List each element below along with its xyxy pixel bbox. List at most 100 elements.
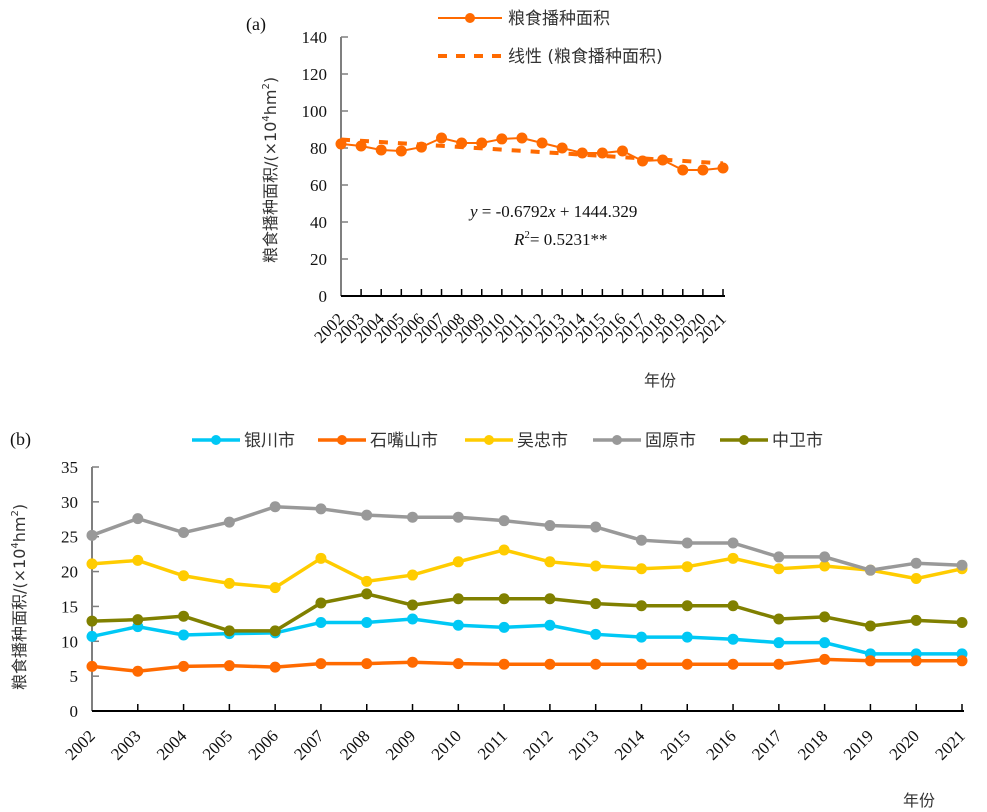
data-point [727,537,739,549]
panel-a-xlabel: 年份 [644,371,676,390]
series-1 [86,653,968,677]
data-point [86,660,98,672]
data-point [727,633,739,645]
series-line [91,548,963,590]
panel-b-label: (b) [10,429,31,450]
panel-a-trendline [340,137,724,166]
data-point [536,137,548,149]
x-tick-label: 2012 [519,726,556,763]
regression-equation: y = -0.6792x + 1444.329 [468,202,637,221]
data-point [635,563,647,575]
data-point [452,658,464,670]
legend-label: 银川市 [244,431,295,451]
series-line [91,592,963,633]
data-point [727,600,739,612]
legend-swatch-marker [211,435,221,445]
data-point [910,655,922,667]
x-tick-label: 2005 [199,726,236,763]
data-point [269,501,281,513]
data-point [727,658,739,670]
data-point [132,614,144,626]
legend-swatch-marker [484,435,494,445]
panel-a: (a) 粮食播种面积 线性 (粮食播种面积) 粮食播种面积/(×104hm2) … [246,9,730,390]
y-tick-label: 100 [302,102,328,121]
data-point [677,164,689,176]
y-tick-label: 10 [61,632,78,651]
data-point [819,560,831,572]
x-tick-label: 2014 [611,726,649,764]
data-point [361,616,373,628]
data-point [544,658,556,670]
data-point [86,630,98,642]
data-point [178,610,190,622]
data-point [635,534,647,546]
data-point [223,625,235,637]
series-3 [86,501,968,576]
data-point [498,515,510,527]
data-point [498,621,510,633]
data-point [269,625,281,637]
panel-b-ylabel: 粮食播种面积/(×104hm2) [10,504,29,690]
data-point [361,658,373,670]
data-point [407,613,419,625]
data-point [476,137,488,149]
data-point [361,575,373,587]
data-point [496,133,508,145]
legend-swatch-marker [612,435,622,445]
data-point [864,620,876,632]
data-point [132,513,144,525]
data-point [407,511,419,523]
data-point [498,658,510,670]
data-point [269,582,281,594]
data-point [436,132,448,144]
x-tick-label: 2006 [245,726,282,763]
data-point [590,598,602,610]
data-point [576,147,588,159]
data-point [773,658,785,670]
x-tick-label: 2018 [794,726,831,763]
data-point [590,628,602,640]
data-point [819,551,831,563]
data-point [681,658,693,670]
data-point [544,556,556,568]
y-tick-label: 0 [319,287,328,306]
panel-a-series [335,132,729,176]
y-tick-label: 20 [61,563,78,582]
data-point [269,661,281,673]
series-4 [86,588,968,637]
data-point [223,516,235,528]
y-tick-label: 25 [61,528,78,547]
data-point [86,558,98,570]
data-point [375,144,387,156]
data-point [556,142,568,154]
data-point [657,154,669,166]
x-tick-label: 2008 [336,726,373,763]
data-point [498,544,510,556]
data-point [717,162,729,174]
data-point [910,573,922,585]
data-point [361,509,373,521]
x-tick-label: 2020 [886,726,923,763]
legend-swatch-marker [337,435,347,445]
data-point [361,588,373,600]
data-point [637,155,649,167]
data-point [910,614,922,626]
data-point [590,560,602,572]
data-point [697,164,709,176]
y-tick-label: 120 [302,65,328,84]
data-point [407,569,419,581]
data-point [773,613,785,625]
series-line [91,657,962,674]
data-point [910,557,922,569]
panel-b-x-ticks: 2002 2003 2004 2005 2006 2007 2008 2009 2010 2011… [61,704,969,764]
series-2 [86,544,968,594]
data-point [544,520,556,532]
data-point [819,611,831,623]
x-tick-label: 2009 [382,726,419,763]
data-point [727,552,739,564]
data-point [132,665,144,677]
data-point [681,537,693,549]
data-point [773,637,785,649]
data-point [590,521,602,533]
